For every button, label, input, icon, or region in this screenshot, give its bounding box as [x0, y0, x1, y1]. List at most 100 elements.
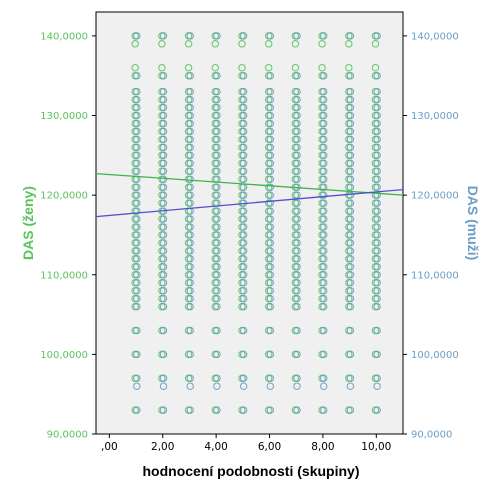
point-muzi	[133, 294, 141, 303]
fit-line-zeny	[95, 172, 404, 196]
point-muzi	[186, 199, 194, 207]
point-muzi	[373, 239, 381, 247]
point-muzi	[293, 127, 301, 136]
point-muzi	[319, 32, 328, 40]
point-muzi	[186, 350, 194, 359]
point-muzi	[319, 215, 328, 223]
point-muzi	[239, 239, 248, 247]
point-muzi	[239, 223, 248, 231]
point-muzi	[213, 326, 221, 335]
point-muzi	[293, 159, 301, 168]
x-axis-title: hodnocení podobnosti (skupiny)	[143, 463, 360, 479]
point-muzi	[186, 406, 194, 414]
point-muzi	[239, 374, 248, 383]
point-muzi	[239, 71, 248, 80]
point-muzi	[133, 167, 141, 175]
point-muzi	[346, 278, 355, 287]
x-tick-label: 2,00	[151, 441, 174, 453]
point-zeny	[238, 40, 246, 48]
point-muzi	[213, 255, 221, 263]
point-muzi	[266, 32, 275, 40]
point-muzi	[213, 191, 221, 199]
point-muzi	[346, 95, 355, 104]
point-muzi	[346, 239, 355, 247]
point-muzi	[319, 199, 328, 207]
point-muzi	[373, 374, 381, 383]
y-tick-label-right: 130,0000	[411, 111, 459, 122]
y-tick-label-right: 120,0000	[411, 191, 459, 202]
point-muzi	[159, 119, 168, 128]
point-muzi	[159, 374, 168, 383]
point-muzi	[186, 271, 194, 279]
point-muzi	[159, 167, 168, 175]
point-muzi	[373, 199, 381, 207]
point-muzi	[213, 167, 221, 175]
point-muzi	[373, 247, 381, 255]
point-muzi	[293, 95, 301, 104]
point-muzi	[266, 207, 275, 215]
point-muzi	[266, 95, 275, 104]
point-muzi	[266, 223, 275, 231]
point-muzi	[239, 32, 248, 40]
point-muzi	[239, 271, 248, 279]
point-muzi	[213, 215, 221, 223]
point-muzi	[213, 207, 221, 215]
y-tick-label-left: 120,0000	[40, 191, 88, 202]
point-muzi	[319, 350, 328, 359]
point-muzi	[159, 143, 168, 152]
point-muzi	[319, 103, 328, 112]
point-muzi	[346, 119, 355, 128]
point-muzi	[346, 231, 355, 239]
point-muzi	[133, 191, 141, 199]
point-muzi	[133, 183, 141, 191]
point-muzi	[346, 286, 355, 295]
point-muzi	[159, 326, 168, 335]
point-muzi	[293, 119, 301, 128]
point-muzi	[266, 247, 275, 255]
point-muzi	[373, 119, 381, 128]
point-muzi	[239, 87, 248, 96]
point-muzi	[159, 382, 168, 390]
point-muzi	[319, 231, 328, 239]
point-muzi	[346, 87, 355, 96]
point-muzi	[133, 255, 141, 263]
point-muzi	[186, 286, 194, 295]
point-muzi	[133, 143, 141, 152]
point-muzi	[186, 103, 194, 112]
point-muzi	[346, 215, 355, 223]
point-muzi	[159, 278, 168, 287]
point-muzi	[239, 382, 248, 390]
point-muzi	[186, 382, 194, 390]
point-muzi	[239, 111, 248, 120]
point-muzi	[319, 294, 328, 303]
point-muzi	[319, 406, 328, 414]
point-muzi	[266, 326, 275, 335]
point-muzi	[293, 143, 301, 152]
point-muzi	[239, 159, 248, 168]
point-zeny	[264, 63, 273, 72]
point-muzi	[373, 406, 381, 414]
point-muzi	[319, 271, 328, 279]
point-zeny	[264, 40, 273, 48]
point-muzi	[159, 286, 168, 295]
point-muzi	[186, 239, 194, 247]
point-zeny	[318, 63, 326, 72]
point-muzi	[239, 294, 248, 303]
data-points	[131, 32, 381, 414]
point-muzi	[159, 223, 168, 231]
point-muzi	[186, 223, 194, 231]
x-tick-label: ,00	[101, 441, 118, 453]
y-tick-label-left: 130,0000	[40, 111, 88, 122]
point-muzi	[186, 87, 194, 96]
point-muzi	[213, 135, 221, 144]
point-muzi	[213, 406, 221, 414]
point-muzi	[293, 247, 301, 255]
point-muzi	[373, 326, 381, 335]
x-tick-label: 10,00	[361, 441, 391, 453]
point-muzi	[159, 406, 168, 414]
point-muzi	[213, 247, 221, 255]
point-muzi	[213, 95, 221, 104]
point-muzi	[186, 151, 194, 160]
point-muzi	[213, 239, 221, 247]
point-muzi	[319, 71, 328, 80]
